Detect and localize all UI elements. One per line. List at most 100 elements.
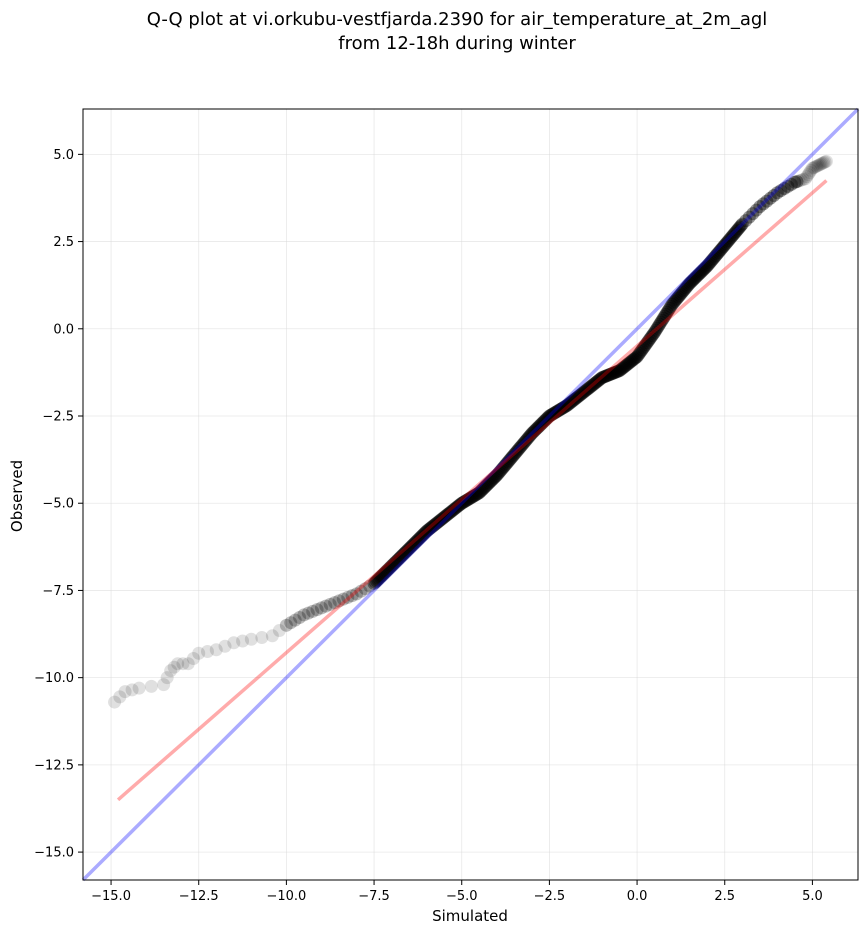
data-point: [690, 269, 704, 283]
data-point: [372, 571, 386, 585]
data-point: [466, 489, 480, 503]
data-point: [535, 416, 549, 430]
data-point: [804, 163, 818, 177]
data-point: [521, 431, 535, 445]
data-point: [663, 301, 677, 315]
data-point: [421, 523, 435, 537]
data-point: [756, 197, 770, 211]
data-point: [464, 491, 477, 505]
data-point: [763, 191, 777, 205]
data-point: [655, 313, 669, 327]
data-point: [393, 550, 407, 564]
data-point: [651, 319, 665, 333]
data-point: [810, 159, 824, 173]
data-point: [565, 395, 579, 409]
data-point: [735, 217, 749, 231]
data-point: [796, 172, 810, 186]
data-point: [728, 226, 742, 240]
data-point: [614, 363, 628, 377]
data-point: [418, 525, 432, 539]
data-point: [629, 351, 643, 365]
data-point: [696, 263, 710, 277]
data-point: [297, 608, 311, 622]
data-point: [540, 411, 554, 425]
data-point: [417, 527, 431, 541]
data-point: [496, 461, 510, 475]
data-point: [505, 450, 519, 464]
data-point: [367, 576, 381, 590]
data-point: [646, 327, 660, 341]
data-point: [176, 657, 190, 671]
data-point: [574, 388, 588, 402]
data-point: [443, 505, 457, 519]
data-point: [412, 532, 426, 546]
data-point: [516, 437, 530, 451]
data-point: [368, 575, 382, 589]
data-point: [645, 329, 659, 343]
data-point: [167, 660, 181, 674]
data-point: [517, 435, 531, 449]
data-point: [255, 631, 269, 645]
data-point: [587, 377, 601, 391]
data-point: [720, 235, 734, 249]
data-point: [659, 307, 673, 321]
y-tick-label: −2.5: [42, 410, 74, 425]
data-point: [653, 317, 667, 331]
data-point: [706, 252, 720, 266]
data-point: [693, 266, 707, 280]
data-point: [559, 399, 573, 413]
data-point: [733, 220, 747, 234]
data-point: [590, 375, 604, 389]
data-point: [529, 423, 543, 437]
data-point: [705, 253, 719, 267]
data-point: [575, 387, 589, 401]
x-tick-label: −10.0: [266, 889, 306, 904]
data-point: [781, 179, 795, 193]
data-point: [636, 341, 650, 355]
data-point: [579, 384, 593, 398]
data-point: [585, 379, 599, 393]
data-point: [784, 177, 798, 191]
data-point: [570, 391, 584, 405]
data-point: [600, 369, 614, 383]
data-point: [589, 376, 603, 390]
data-point: [423, 521, 437, 535]
data-point: [620, 358, 634, 372]
data-point: [604, 367, 618, 381]
data-point: [501, 455, 515, 469]
data-point: [616, 361, 630, 375]
data-point: [671, 290, 685, 304]
data-point: [236, 634, 250, 648]
data-point: [144, 679, 158, 693]
plot-frame: [82, 108, 859, 881]
data-point: [323, 597, 337, 611]
x-tick-label: 2.5: [714, 889, 735, 904]
data-point: [739, 214, 753, 228]
data-point: [623, 356, 637, 370]
data-point: [678, 282, 692, 296]
data-point: [446, 503, 460, 517]
data-point: [723, 232, 737, 246]
data-point: [474, 485, 488, 499]
data-point: [633, 346, 647, 360]
data-point: [390, 554, 404, 568]
data-point: [714, 243, 728, 257]
data-point: [491, 467, 505, 481]
data-point: [621, 357, 635, 371]
data-point: [669, 293, 683, 307]
data-point: [509, 446, 523, 460]
data-point: [650, 321, 664, 335]
data-point: [519, 434, 533, 448]
x-tick-label: −5.0: [446, 889, 478, 904]
data-point: [492, 465, 506, 479]
data-point: [595, 371, 609, 385]
data-point: [457, 495, 471, 509]
data-point: [476, 482, 490, 496]
data-point: [406, 538, 420, 552]
data-point: [674, 287, 688, 301]
data-point: [358, 582, 372, 596]
data-point: [606, 366, 620, 380]
data-point: [800, 170, 814, 184]
data-point: [670, 291, 684, 305]
data-point: [482, 476, 496, 490]
